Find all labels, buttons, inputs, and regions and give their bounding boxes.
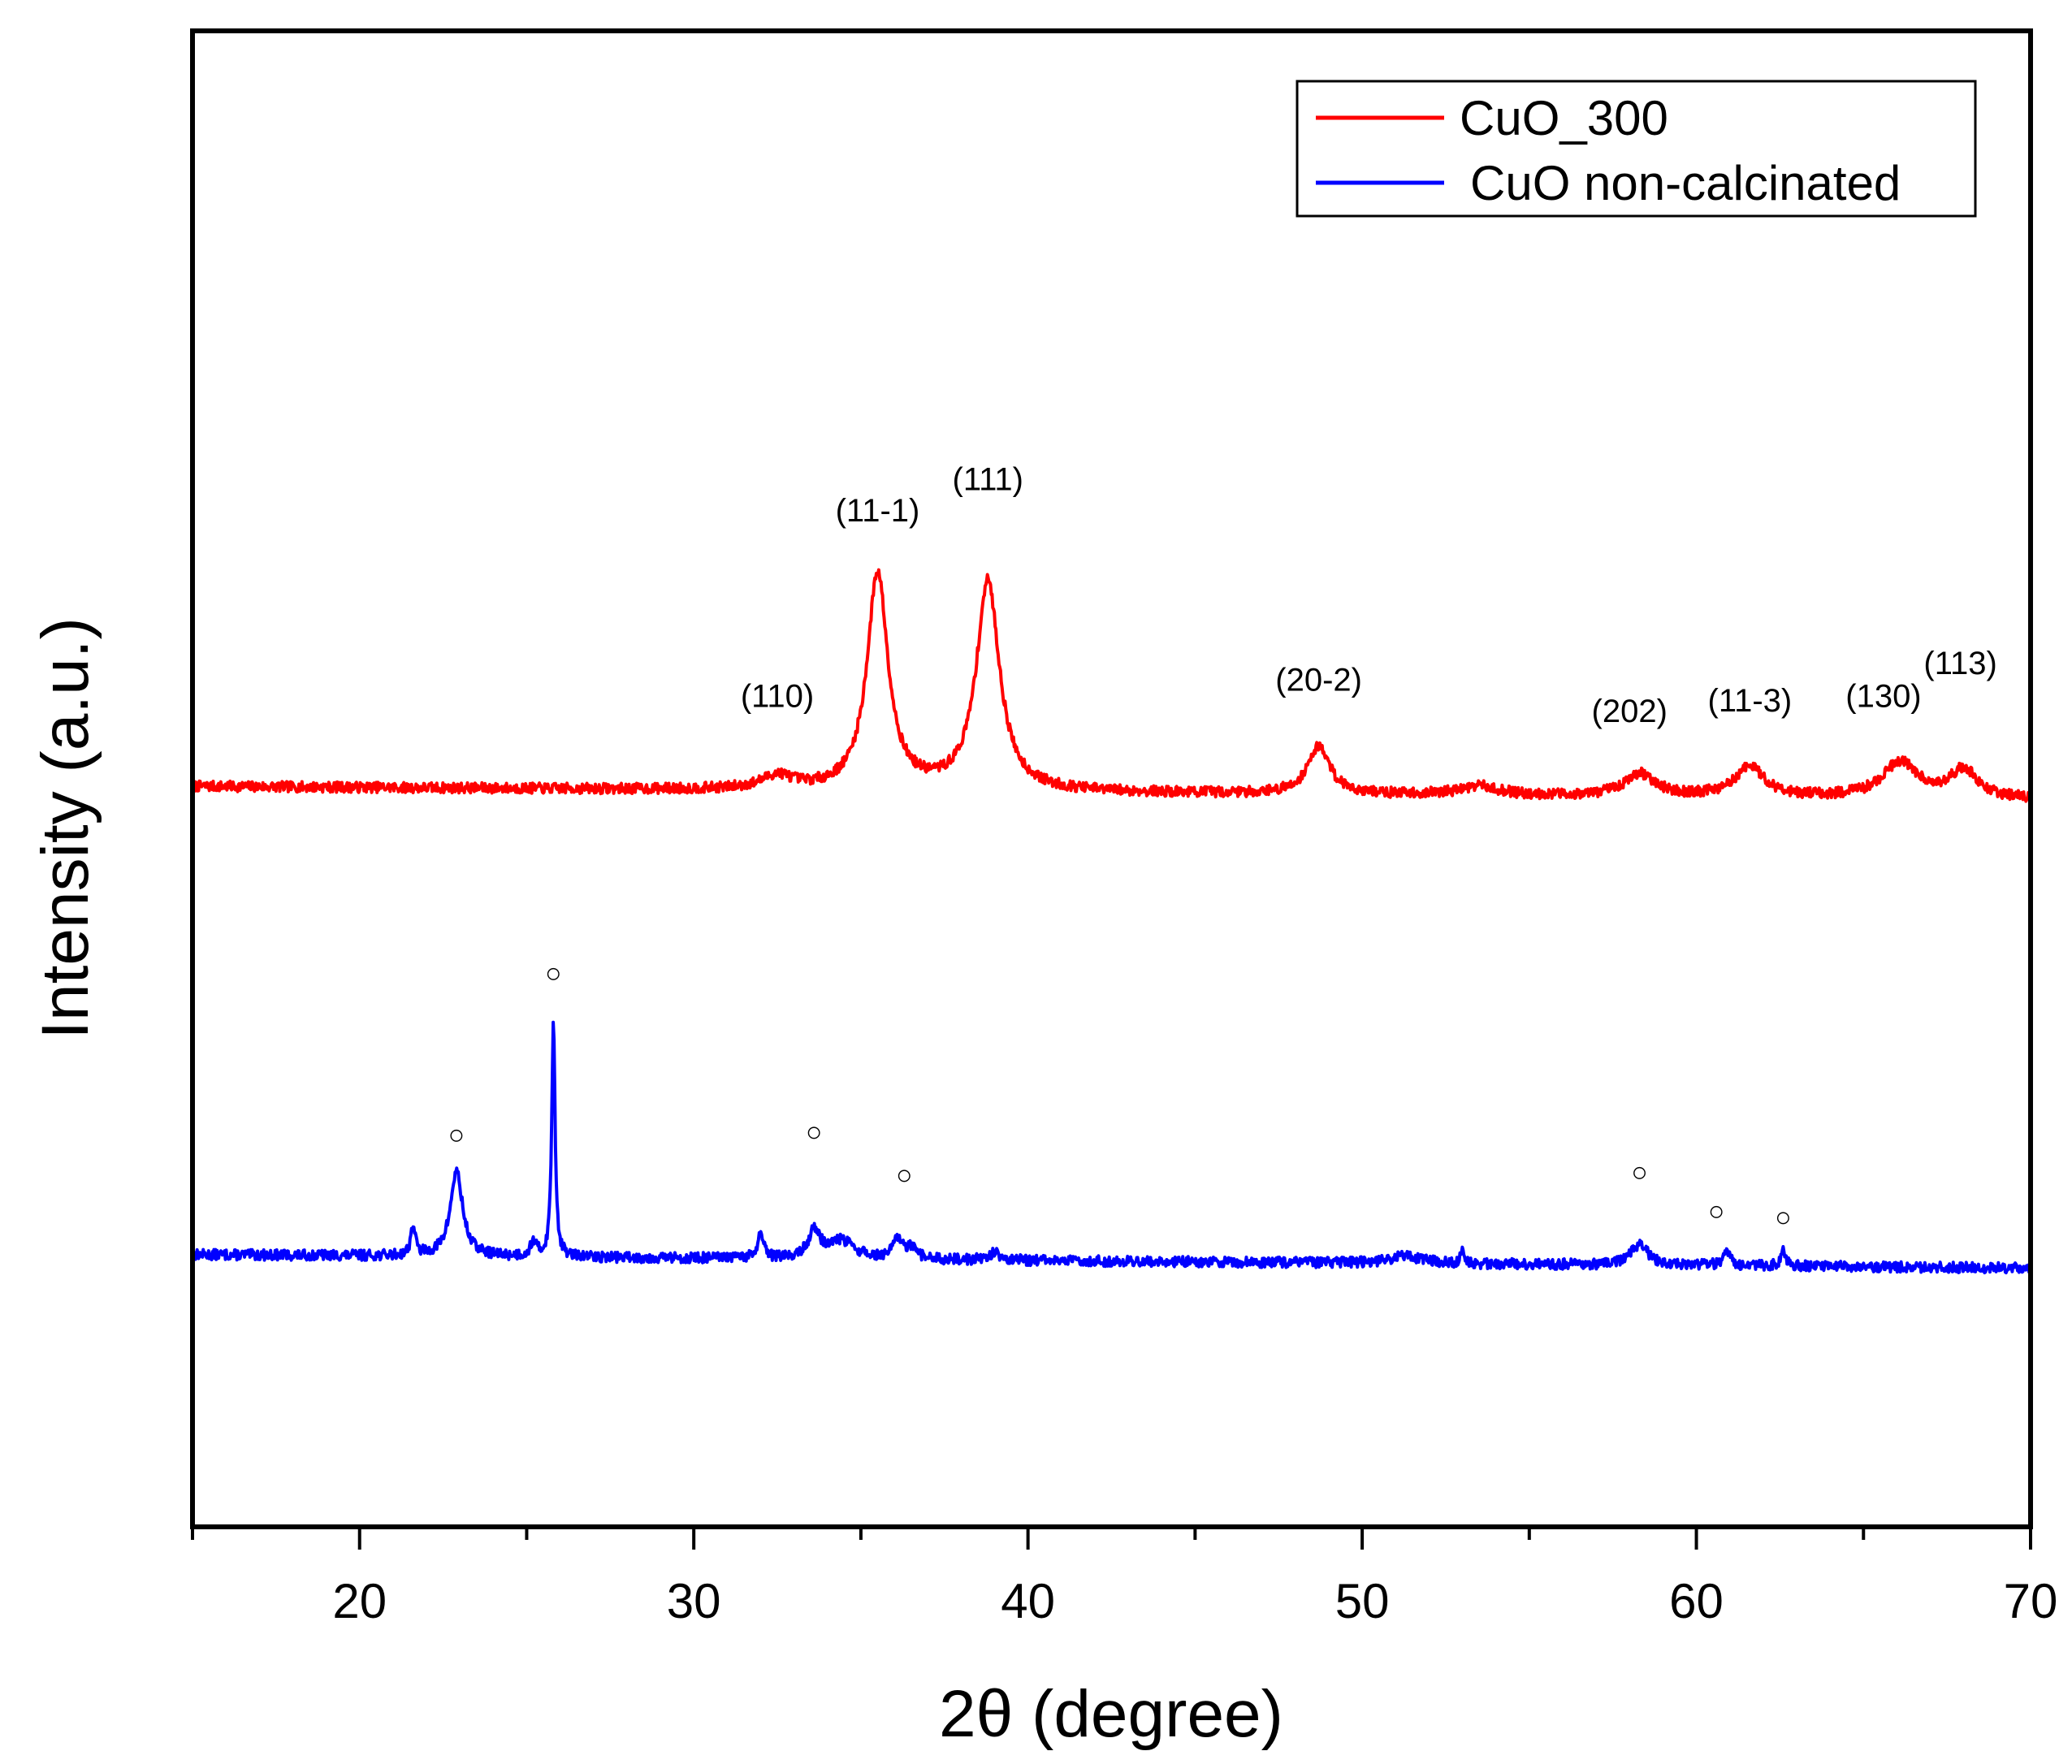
x-tick-label: 50 — [1335, 1574, 1390, 1628]
impurity-marker: ○ — [1708, 1195, 1725, 1226]
x-tick-label: 40 — [1001, 1574, 1055, 1628]
series-line-cuo-non-calcinated — [191, 1020, 2032, 1275]
y-axis-label: Intensity (a.u.) — [28, 617, 102, 1040]
peak-label: (110) — [741, 679, 814, 715]
x-tick-label: 60 — [1669, 1574, 1724, 1628]
peak-label: (20-2) — [1275, 662, 1362, 698]
legend-box — [1296, 80, 1977, 218]
impurity-marker: ○ — [1775, 1202, 1792, 1233]
peak-label: (113) — [1923, 646, 1996, 681]
impurity-marker: ○ — [806, 1117, 823, 1148]
impurity-marker: ○ — [448, 1119, 465, 1150]
series-layer — [191, 568, 2032, 1275]
x-axis-label: 2θ (degree) — [939, 1677, 1283, 1751]
peak-label: (202) — [1592, 694, 1668, 729]
series-line-cuo-300 — [191, 568, 2032, 803]
impurity-marker: ○ — [545, 958, 562, 989]
impurity-marker: ○ — [1631, 1157, 1648, 1187]
x-tick-label: 30 — [667, 1574, 721, 1628]
legend: CuO_300 CuO non-calcinated — [1296, 80, 1977, 218]
peak-label: (11-3) — [1708, 683, 1793, 719]
x-tick-label: 20 — [332, 1574, 387, 1628]
annotation-layer: (110) (11-1) (111) (20-2) (202) (11-3) (130)(1… — [448, 461, 1997, 1232]
peak-label: (130) — [1845, 679, 1921, 715]
peak-label: (111) — [953, 461, 1023, 497]
legend-label-cuo-300: CuO_300 — [1460, 91, 1668, 145]
x-tick-label: 70 — [2004, 1574, 2058, 1628]
legend-label-cuo-non-calcinated: CuO non-calcinated — [1470, 156, 1901, 210]
x-axis-ticks: 20 30 40 50 60 70 — [191, 1527, 2058, 1628]
plot-frame — [190, 28, 2033, 1529]
impurity-marker: ○ — [896, 1160, 913, 1191]
peak-label: (11-1) — [836, 493, 920, 529]
